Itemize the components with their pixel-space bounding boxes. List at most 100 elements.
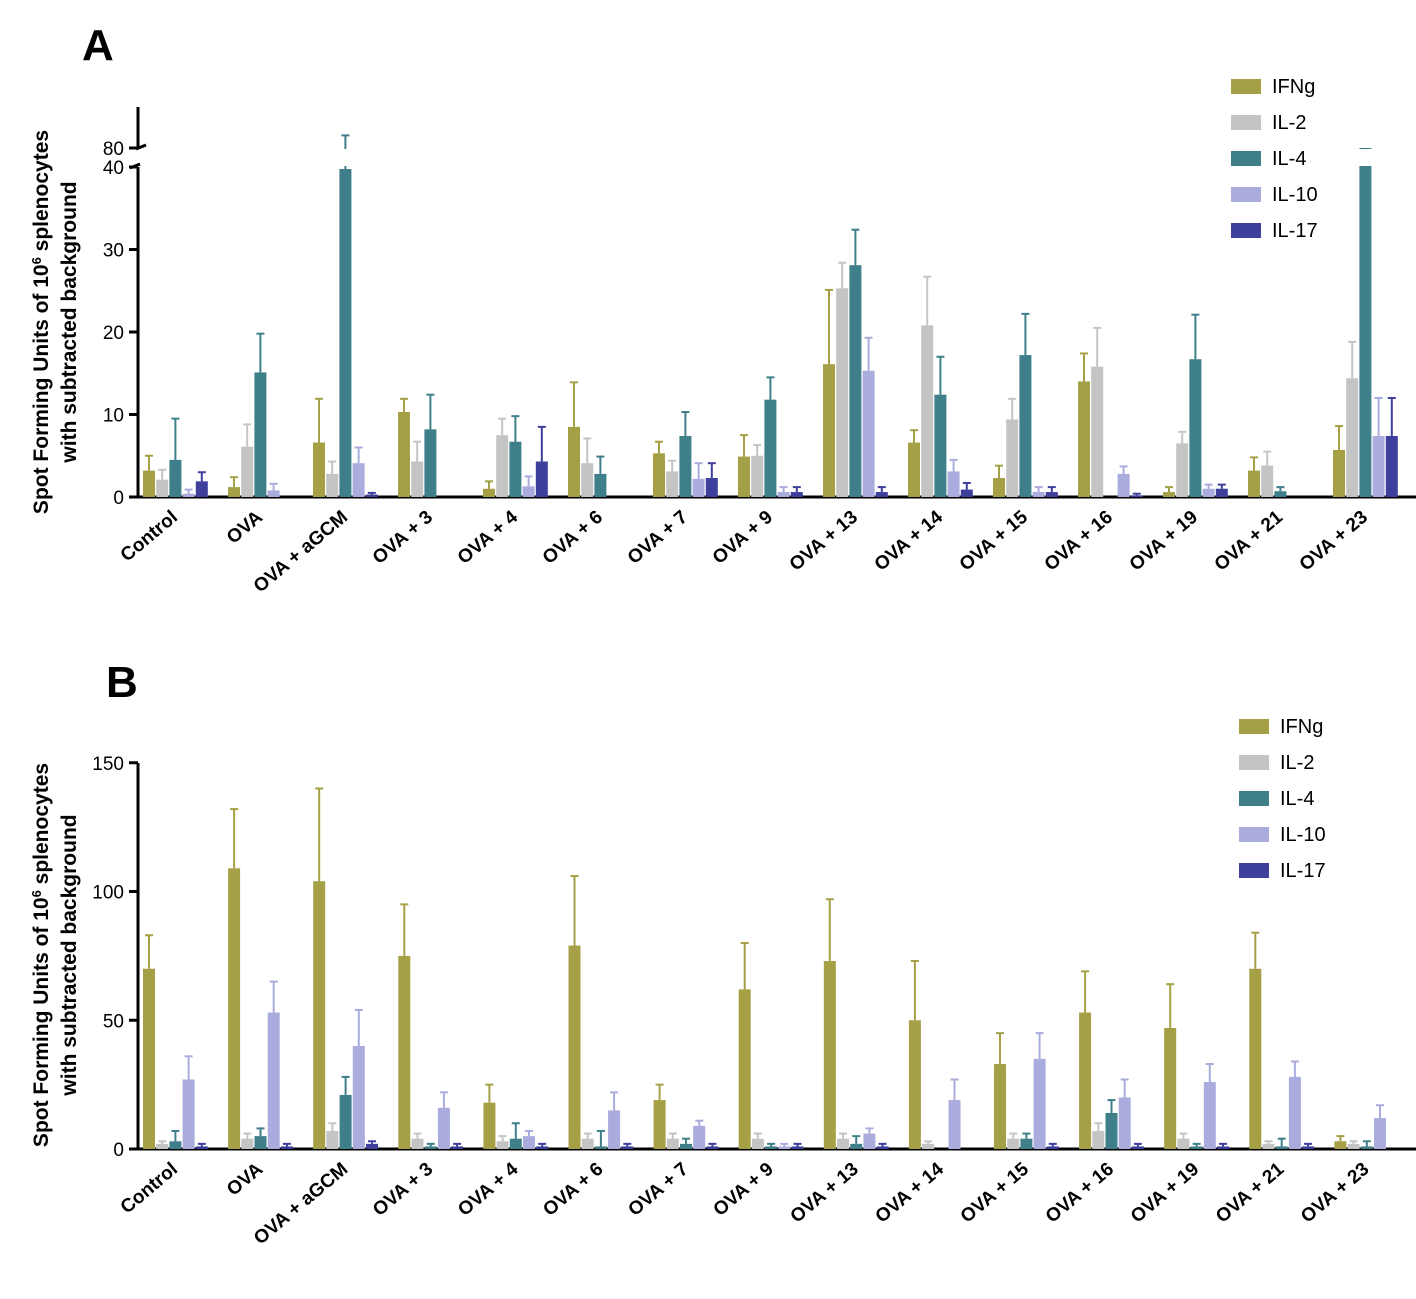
bar xyxy=(254,372,267,497)
x-tick-label: OVA + 15 xyxy=(956,506,1033,575)
bar xyxy=(653,453,665,497)
bar xyxy=(1117,473,1130,497)
bar-group: OVA + 13 xyxy=(786,228,888,576)
legend-label: IFNg xyxy=(1272,76,1315,98)
x-tick-label: OVA + aGCM xyxy=(250,1159,352,1249)
bar-group: OVA + 6 xyxy=(539,875,634,1221)
bar xyxy=(267,490,280,497)
bar xyxy=(581,463,594,497)
x-tick-label: OVA xyxy=(223,507,267,549)
bar xyxy=(1177,1138,1190,1149)
bar-group: Control xyxy=(117,934,208,1219)
bar xyxy=(568,945,581,1149)
bar xyxy=(1360,1146,1373,1149)
y-axis-label-text: Spot Forming Units of 10 xyxy=(30,264,53,514)
bar xyxy=(777,492,790,497)
bar xyxy=(1078,381,1090,497)
bar xyxy=(621,1146,634,1149)
bar xyxy=(1372,435,1385,497)
legend-swatch xyxy=(1239,791,1269,806)
bar xyxy=(581,1138,594,1149)
bar xyxy=(1091,366,1104,497)
x-tick-label: OVA + 16 xyxy=(1042,1159,1118,1228)
legend-swatch xyxy=(1231,79,1261,94)
bar xyxy=(1130,495,1143,497)
bar xyxy=(1019,355,1032,497)
bar xyxy=(751,1138,764,1149)
bar xyxy=(182,493,195,497)
x-tick-label: OVA + 13 xyxy=(787,1159,863,1228)
y-axis-label-superscript: 6 xyxy=(29,890,44,897)
bar xyxy=(228,868,241,1149)
legend-label: IL-17 xyxy=(1272,220,1318,242)
bar xyxy=(254,1136,267,1149)
x-tick-label: OVA + 13 xyxy=(786,507,862,576)
x-tick-label: OVA + 6 xyxy=(539,507,607,569)
bar xyxy=(738,456,750,497)
y-axis-label: Spot Forming Units of 106 splenocytes wit… xyxy=(29,130,82,514)
bar xyxy=(653,1100,666,1149)
bar xyxy=(1033,1058,1046,1149)
bar xyxy=(791,1146,804,1149)
bar xyxy=(1189,359,1202,497)
bar xyxy=(1302,1146,1315,1149)
legend-swatch xyxy=(1231,115,1261,130)
bar-group: OVA + 6 xyxy=(539,381,607,569)
bar xyxy=(1217,1146,1229,1149)
bar xyxy=(1261,465,1274,497)
bar xyxy=(522,486,535,497)
axis-break-gap xyxy=(338,149,353,166)
x-tick-label: OVA + 14 xyxy=(872,1158,949,1227)
bar-group: OVA + 19 xyxy=(1127,983,1229,1228)
bar-group: OVA xyxy=(223,808,293,1200)
legend-swatch xyxy=(1239,719,1269,734)
legend-swatch xyxy=(1239,863,1269,878)
bar-group: OVA + 13 xyxy=(787,898,889,1228)
bar xyxy=(1346,378,1359,497)
y-tick-label: 100 xyxy=(92,883,124,904)
bar xyxy=(365,494,378,497)
y-axis-label-line2: with subtracted background xyxy=(58,181,81,463)
bar xyxy=(960,489,973,497)
bar xyxy=(1215,488,1228,497)
bar xyxy=(280,1146,293,1149)
bar xyxy=(352,463,365,497)
x-tick-label: OVA + 23 xyxy=(1297,1159,1373,1228)
bar xyxy=(823,364,835,497)
bar xyxy=(313,881,326,1149)
x-tick-label: Control xyxy=(117,1159,182,1219)
x-tick-label: OVA + 19 xyxy=(1127,1159,1203,1228)
x-tick-label: OVA + 7 xyxy=(624,507,692,569)
bar xyxy=(764,399,777,497)
bar xyxy=(313,442,325,497)
legend-label: IL-4 xyxy=(1280,788,1314,810)
bar xyxy=(1045,492,1058,497)
bar-group: OVA + 21 xyxy=(1212,931,1315,1227)
y-tick-label: 0 xyxy=(113,1140,124,1161)
bar xyxy=(1032,492,1045,497)
bar xyxy=(876,1146,889,1149)
bar xyxy=(1020,1138,1033,1149)
bar xyxy=(424,1146,437,1149)
bar xyxy=(1347,1143,1360,1149)
bar xyxy=(693,1125,706,1149)
bar-group: OVA + 3 xyxy=(369,393,437,569)
bar xyxy=(496,435,509,497)
legend-label: IL-2 xyxy=(1272,112,1306,134)
bar xyxy=(994,1064,1006,1149)
bar xyxy=(862,370,875,497)
legend-swatch xyxy=(1239,827,1269,842)
bar xyxy=(1092,1130,1105,1149)
y-tick-label: 50 xyxy=(103,1011,124,1032)
bar xyxy=(947,471,960,497)
bar xyxy=(1176,443,1189,497)
bar xyxy=(241,1138,254,1149)
x-tick-label: OVA + 4 xyxy=(454,506,522,568)
bar xyxy=(1105,1112,1118,1149)
bar xyxy=(483,1102,496,1149)
bar xyxy=(143,968,155,1149)
legend-label: IL-17 xyxy=(1280,860,1326,882)
bar xyxy=(1333,449,1345,497)
x-tick-label: OVA + 19 xyxy=(1126,507,1202,576)
bar xyxy=(536,1146,549,1149)
